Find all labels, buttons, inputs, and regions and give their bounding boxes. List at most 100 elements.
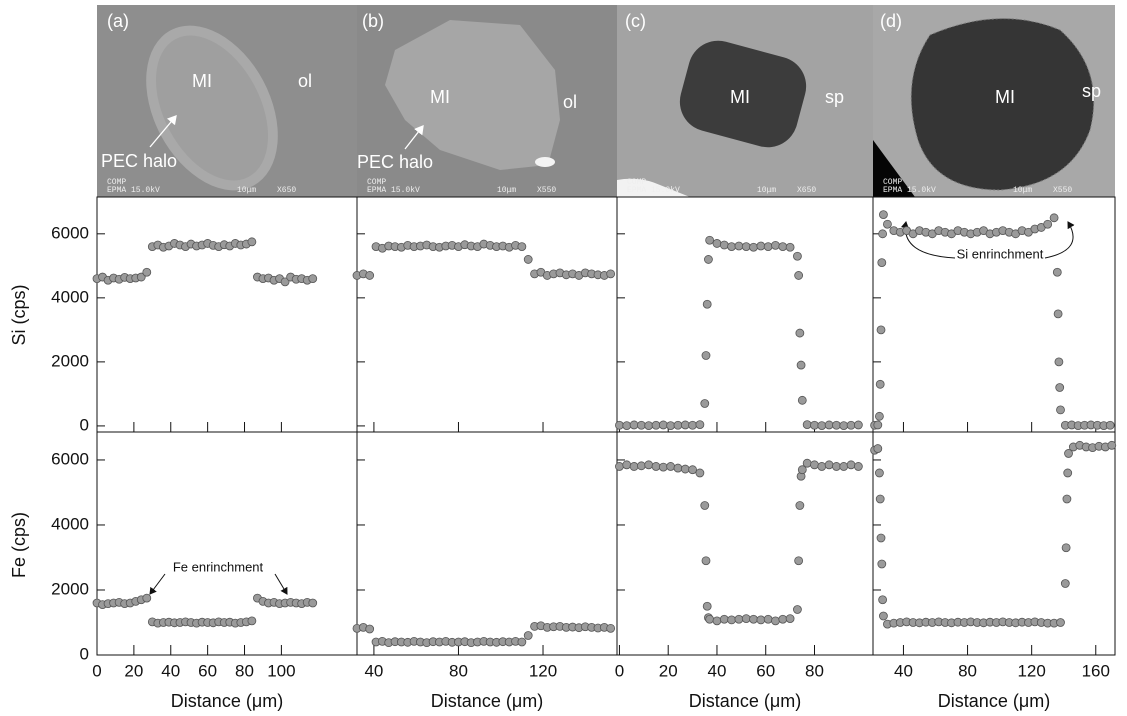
data-point — [1052, 267, 1062, 277]
plot-frame — [356, 196, 618, 433]
data-point — [622, 421, 632, 430]
annotation: Si enrinchment — [957, 246, 1044, 261]
data-point — [365, 271, 375, 280]
data-point — [793, 251, 802, 261]
image-footer: X550 — [537, 186, 556, 195]
data-point — [1056, 405, 1065, 415]
data-point — [741, 614, 751, 623]
plot-frame — [872, 431, 1116, 656]
data-point — [794, 271, 804, 280]
data-point — [795, 501, 805, 510]
y-tick-label: 2000 — [51, 351, 89, 370]
data-point — [878, 595, 888, 605]
image-label: sp — [1082, 81, 1101, 101]
data-point — [1049, 213, 1059, 223]
x-tick-label: 20 — [124, 661, 143, 680]
data-point — [1054, 357, 1064, 367]
data-point — [832, 420, 841, 430]
data-point — [785, 242, 795, 252]
annotation-box — [955, 245, 1045, 265]
arrow — [274, 573, 288, 595]
data-point — [756, 241, 766, 251]
data-point — [636, 461, 646, 471]
image-label: MI — [430, 87, 450, 107]
data-point — [796, 360, 806, 370]
x-tick-label: 20 — [659, 661, 678, 680]
data-point — [644, 421, 654, 430]
x-tick-label: 40 — [708, 661, 727, 680]
data-point — [876, 533, 886, 543]
data-point — [629, 462, 639, 471]
data-point — [793, 605, 802, 614]
image-footer: 10μm — [497, 186, 516, 195]
sem-image — [873, 5, 1115, 197]
image-footer: 10μm — [1013, 186, 1032, 195]
data-point — [846, 460, 856, 470]
data-point — [797, 395, 807, 405]
panel-label: (a) — [107, 11, 129, 31]
data-point — [705, 235, 715, 245]
image-label: PEC halo — [101, 151, 177, 171]
data-point — [817, 421, 827, 430]
data-point — [622, 460, 632, 470]
data-point — [247, 616, 257, 626]
data-point — [1062, 494, 1072, 504]
x-tick-label: 120 — [1017, 661, 1045, 680]
y-tick-label: 0 — [80, 644, 89, 663]
arrow — [1044, 221, 1075, 259]
image-label: MI — [730, 87, 750, 107]
plot-frame — [616, 196, 874, 433]
data-point — [802, 420, 812, 430]
arrow — [149, 115, 177, 148]
data-point — [517, 242, 527, 252]
data-point — [629, 420, 639, 430]
data-point — [876, 325, 886, 335]
x-tick-label: 120 — [529, 661, 557, 680]
data-point — [734, 614, 744, 624]
data-point — [853, 462, 863, 471]
data-point — [673, 463, 683, 473]
data-point — [1061, 543, 1071, 553]
arrow — [900, 221, 956, 259]
x-tick-label: 60 — [756, 661, 775, 680]
x-tick-label: 80 — [235, 661, 254, 680]
plot-frame — [96, 196, 358, 433]
data-point — [712, 239, 722, 248]
x-axis-label: Distance (μm) — [171, 691, 283, 711]
data-point — [795, 328, 805, 338]
sem-image — [617, 5, 873, 197]
image-footer: EPMA 15.0kV — [627, 186, 680, 195]
data-point — [879, 611, 888, 621]
data-point — [817, 462, 827, 471]
data-point — [1063, 468, 1073, 478]
image-footer: X550 — [1053, 186, 1072, 195]
data-point — [824, 420, 834, 430]
data-point — [688, 465, 697, 475]
panel-label: (b) — [362, 11, 384, 31]
panel-label: (c) — [625, 11, 646, 31]
image-footer: EPMA 15.0kV — [883, 186, 936, 195]
data-point — [756, 615, 766, 625]
x-tick-label: 40 — [894, 661, 913, 680]
image-label: sp — [825, 87, 844, 107]
data-point — [727, 615, 736, 625]
data-point — [846, 420, 856, 430]
data-point — [734, 241, 744, 251]
x-axis-label: Distance (μm) — [431, 691, 543, 711]
data-point — [142, 267, 152, 277]
data-point — [688, 420, 697, 430]
data-point — [136, 272, 146, 282]
data-point — [606, 269, 616, 279]
data-point — [797, 465, 807, 475]
data-point — [879, 210, 888, 220]
x-tick-label: 80 — [958, 661, 977, 680]
image-label: ol — [298, 71, 312, 91]
data-point — [666, 462, 676, 471]
data-point — [763, 242, 773, 252]
data-point — [875, 379, 885, 389]
arrow — [149, 573, 166, 595]
data-point — [680, 420, 690, 430]
data-point — [651, 420, 661, 430]
data-point — [673, 420, 683, 430]
